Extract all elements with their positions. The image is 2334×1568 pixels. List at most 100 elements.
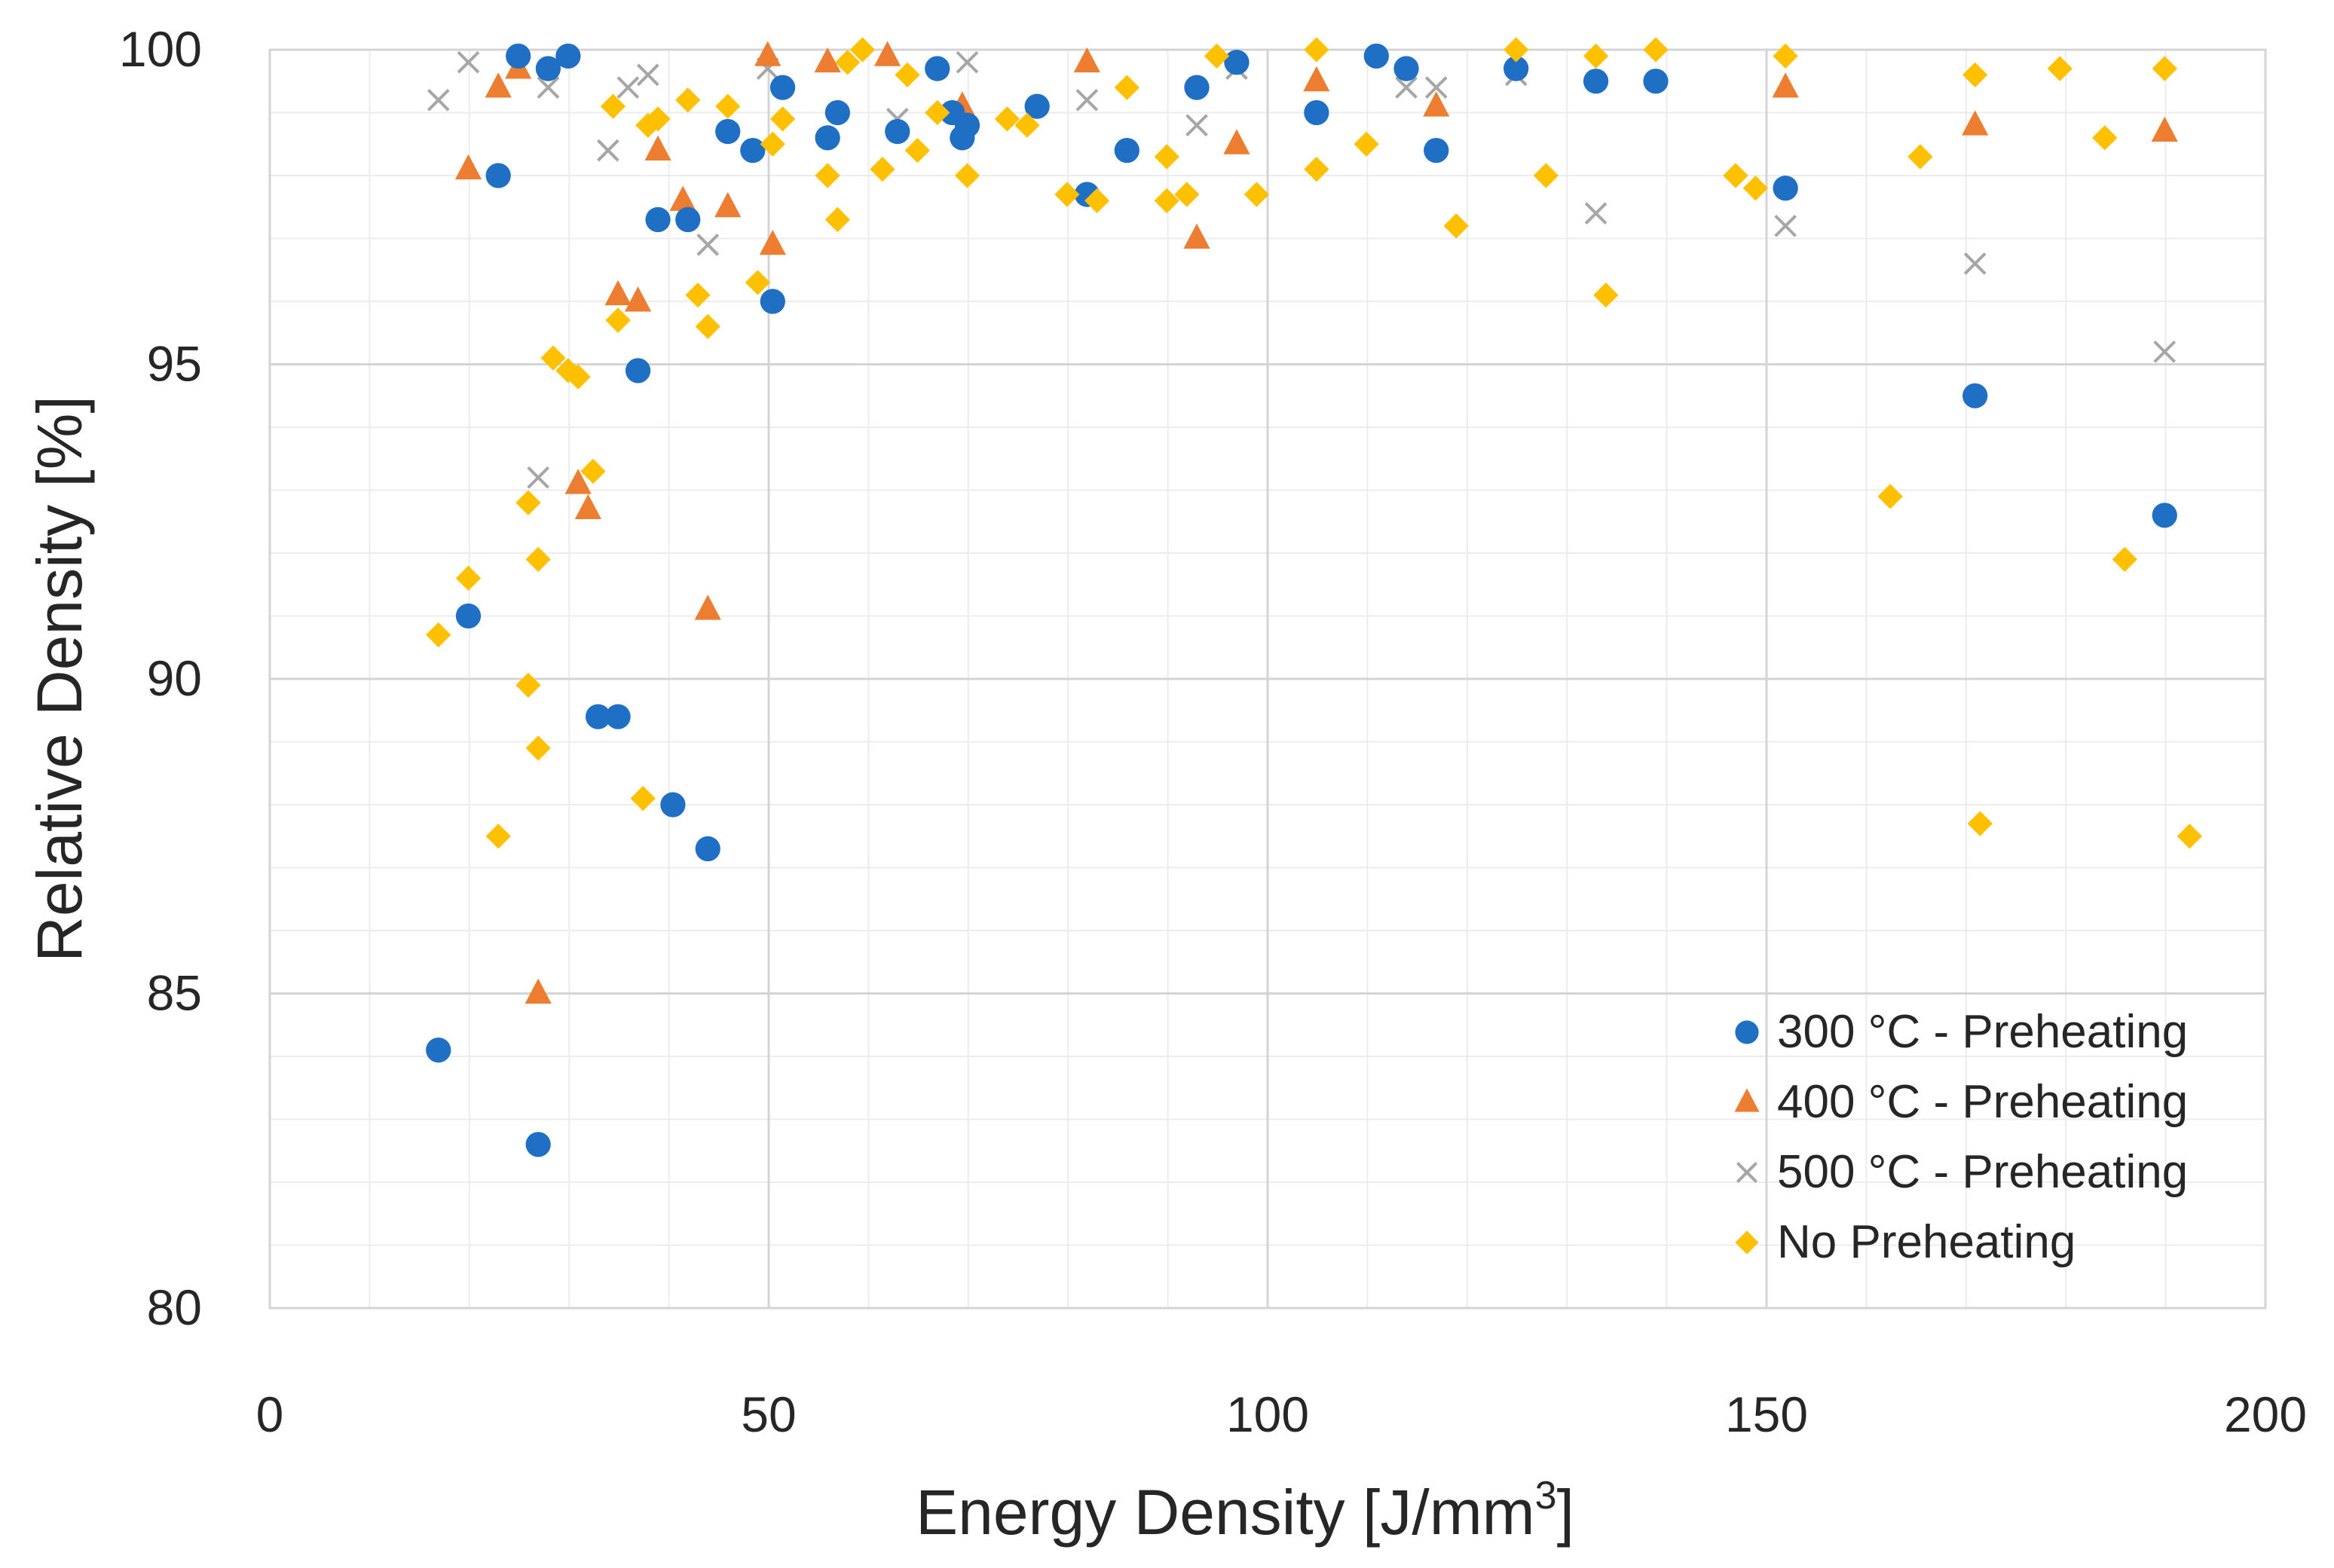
data-point-circle [815,125,840,151]
data-point-cross-stroke-b [1185,114,1208,137]
data-point-diamond [1174,182,1200,207]
series-cross [427,50,2176,489]
x-axis-title-sup: 3 [1535,1474,1557,1518]
data-point-triangle [624,286,652,312]
data-point-cross-stroke-b [636,63,659,87]
data-point-triangle [564,469,592,494]
data-point-circle [660,792,686,818]
data-point-diamond [2152,56,2177,81]
data-point-triangle [525,978,552,1004]
data-point-diamond [1773,43,1798,69]
data-point-cross-stroke-b [616,76,640,99]
data-point-circle [1962,383,1988,408]
data-point-triangle [485,72,512,98]
data-point-diamond [870,157,895,182]
data-point-triangle [574,494,601,519]
legend-marker-cross [1736,1161,1758,1184]
legend-marker-cross-stroke-b [1736,1161,1758,1184]
data-point-cross [1075,88,1099,112]
data-point-diamond [849,37,876,63]
data-point-circle [740,137,766,164]
data-point-circle [455,603,482,629]
data-point-cross [457,50,480,74]
data-point-cross-stroke-b [1075,88,1099,112]
data-point-diamond [1243,182,1270,207]
data-point-diamond [600,93,626,119]
data-point-triangle [644,135,671,161]
data-point-triangle [1183,223,1210,249]
data-point-diamond [1014,112,1040,138]
x-tick-label: 100 [1226,1386,1309,1442]
data-point-circle [824,99,850,126]
y-tick-label: 100 [119,21,202,77]
data-point-diamond [1304,157,1329,182]
data-point-diamond [745,270,771,295]
data-point-cross-stroke-b [1395,76,1418,99]
data-point-diamond [1084,188,1110,214]
legend-item: 300 °C - Preheating [1735,1006,2188,1058]
data-point-diamond [685,283,711,308]
data-point-triangle [669,185,696,211]
data-point-cross-stroke-b [956,50,979,74]
x-tick-label: 200 [2224,1386,2307,1442]
y-tick-label: 90 [147,650,202,706]
data-point-circle [769,75,796,100]
data-point-triangle [759,230,786,255]
data-point-circle [1643,69,1669,94]
data-point-diamond [525,735,551,761]
data-point-diamond [994,106,1020,132]
data-point-diamond [1114,75,1139,100]
data-point-diamond [455,565,482,591]
data-point-diamond [485,824,511,849]
data-point-diamond [525,546,551,572]
x-axis-title-main: Energy Density [J/mm [916,1477,1535,1548]
data-point-diamond [1907,144,1933,170]
data-point-triangle [1223,129,1250,154]
data-point-circle [675,206,701,233]
data-point-diamond [954,163,980,188]
y-tick-label: 85 [147,965,202,1021]
data-point-triangle [604,280,632,306]
series-diamond [426,37,2203,849]
data-point-circle [760,289,785,314]
data-point-diamond [1154,188,1179,214]
data-point-diamond [605,307,631,333]
y-tick-label: 80 [147,1279,202,1335]
data-point-diamond [1204,43,1230,69]
data-point-triangle [1962,110,1989,136]
legend-label: 300 °C - Preheating [1777,1006,2188,1058]
data-point-diamond [2047,56,2072,81]
data-point-cross-stroke-b [527,466,550,489]
data-point-circle [506,43,531,69]
legend-label: 500 °C - Preheating [1777,1146,2188,1198]
data-point-circle [1363,43,1389,69]
data-point-cross [427,88,450,112]
data-point-diamond [904,137,930,164]
data-point-diamond [1723,163,1748,188]
data-point-diamond [1643,37,1669,63]
data-point-diamond [565,364,591,390]
x-axis-title: Energy Density [J/mm3] [916,1474,1574,1548]
data-point-diamond [630,786,656,812]
data-point-diamond [1503,37,1529,63]
series-circle [426,43,2177,1157]
data-point-diamond [1304,37,1329,63]
data-point-diamond [1967,811,1993,836]
data-point-diamond [1533,163,1559,188]
data-point-diamond [2176,824,2203,849]
data-point-circle [1773,176,1798,201]
x-tick-label: 0 [256,1386,284,1442]
data-point-circle [605,704,631,729]
data-point-triangle [694,594,721,620]
data-point-cross [1584,202,1607,225]
data-point-cross [527,466,550,489]
data-point-circle [485,163,511,188]
data-point-cross-stroke-b [537,76,560,99]
data-point-triangle [873,41,901,66]
data-point-circle [1114,137,1139,164]
data-point-diamond [515,672,541,698]
data-point-circle [1224,50,1250,75]
data-point-triangle [1303,66,1330,92]
data-point-diamond [895,62,920,88]
data-point-circle [525,1132,551,1157]
